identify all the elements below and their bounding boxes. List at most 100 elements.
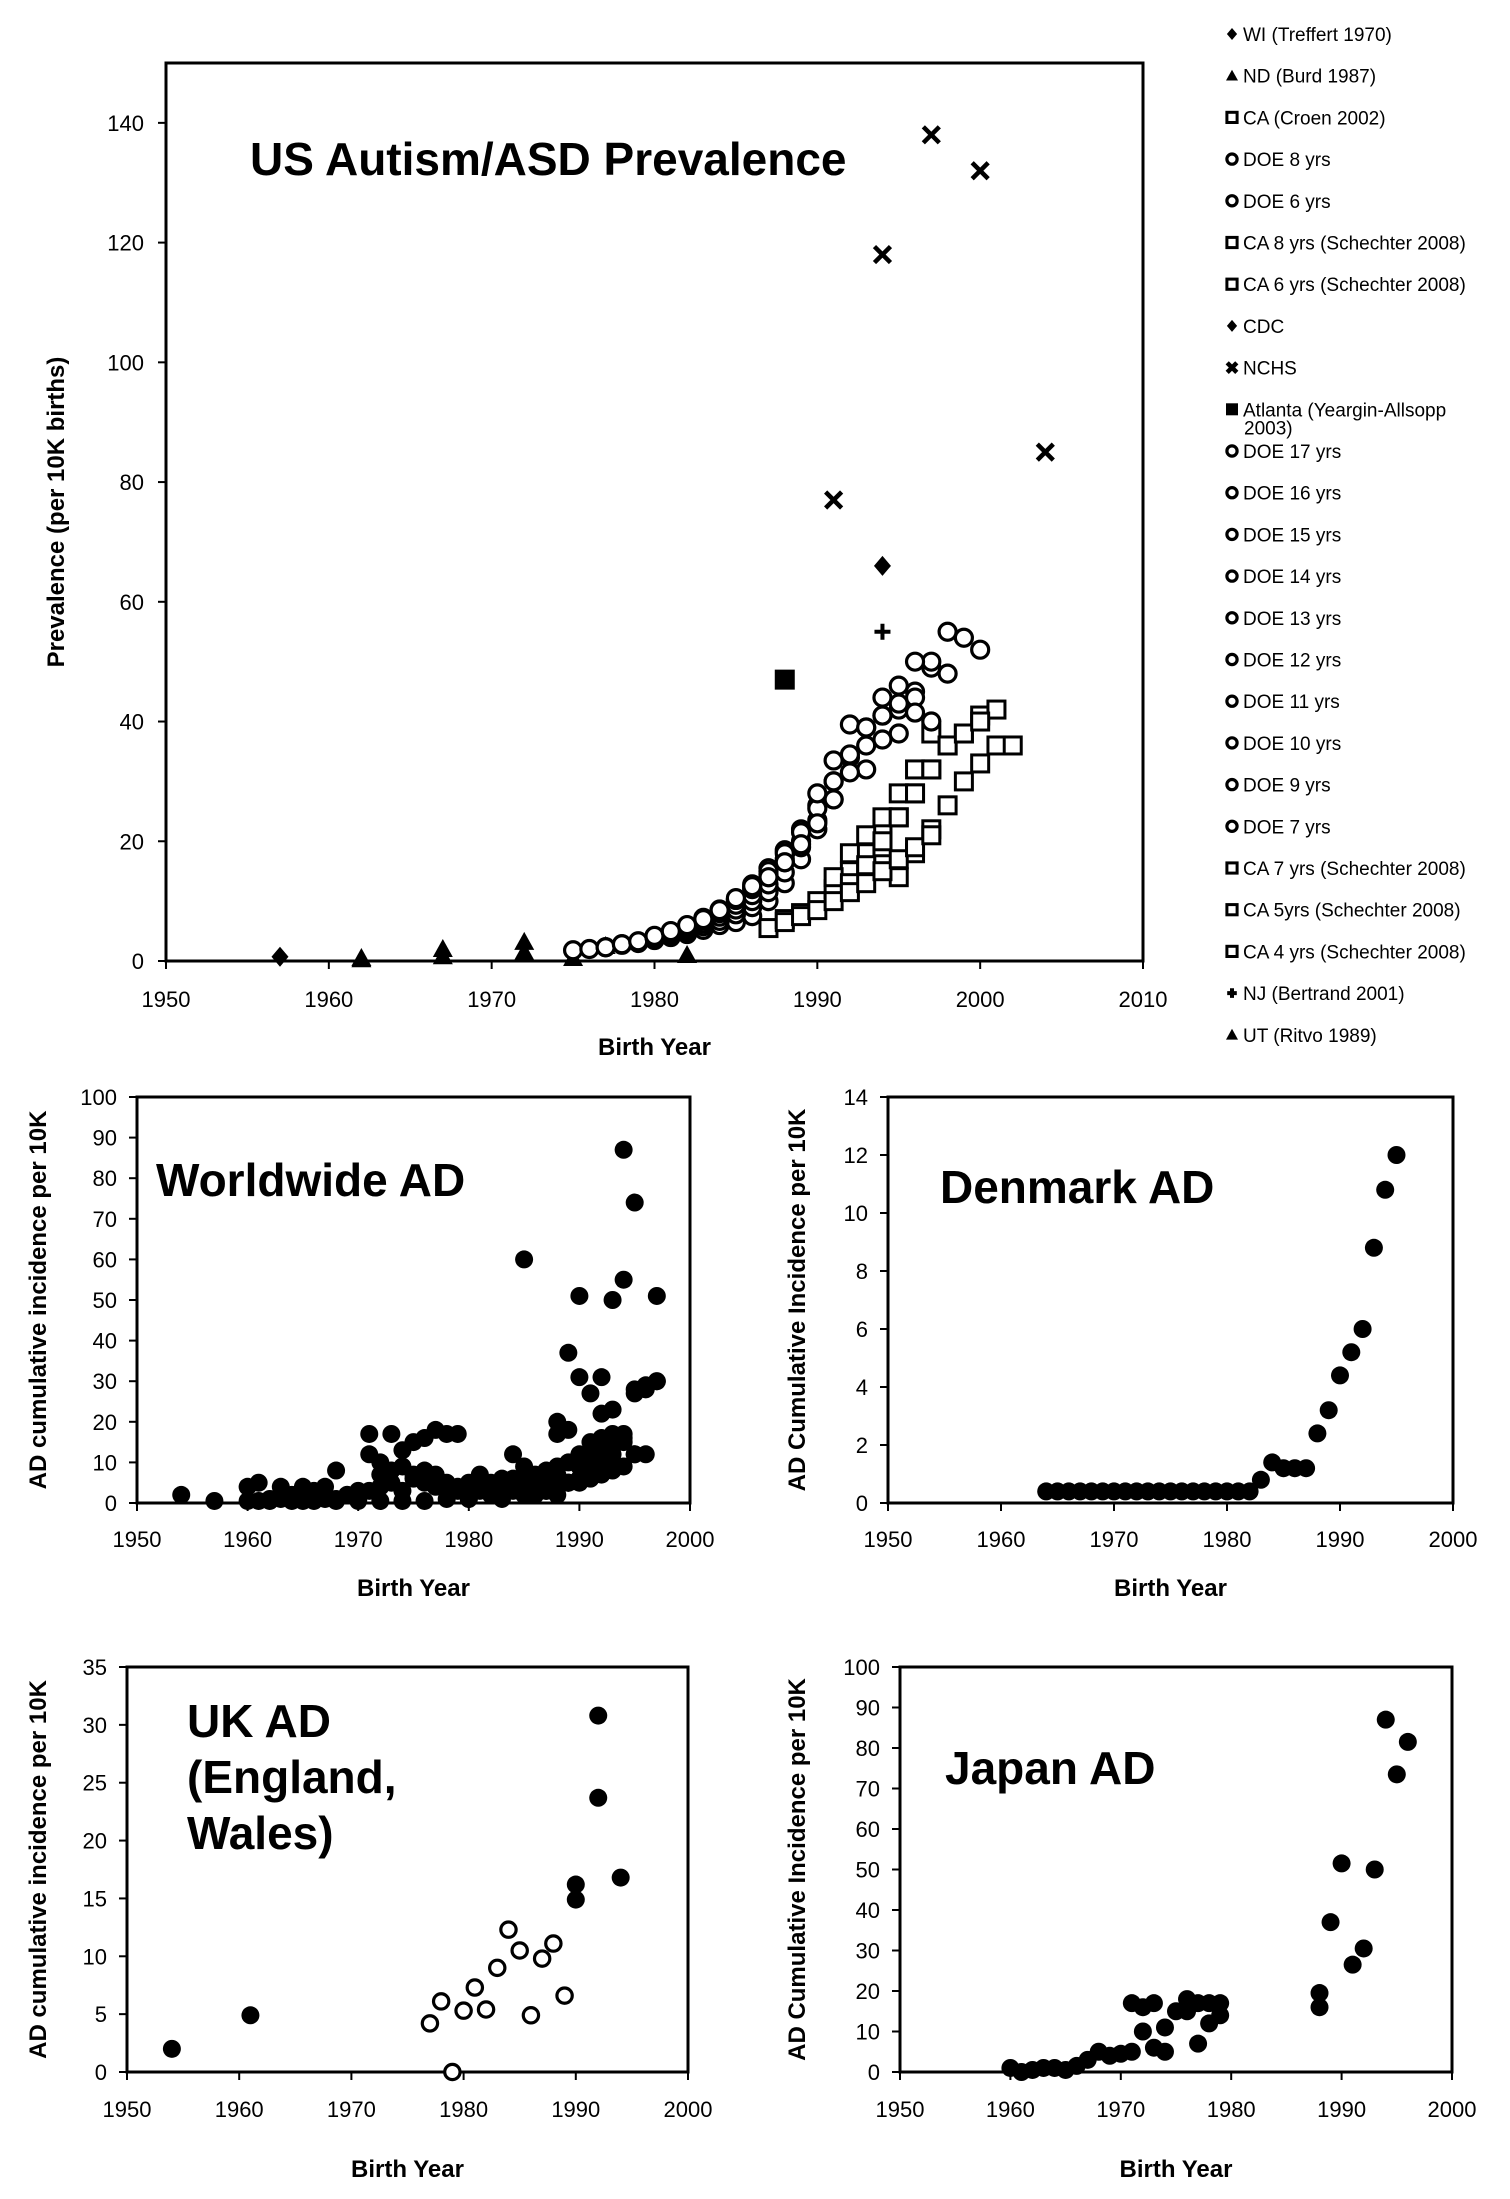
y-tick-label: 100 xyxy=(843,1655,880,1680)
plot-frame xyxy=(125,1665,690,2074)
data-point xyxy=(921,825,942,846)
x-tick-label: 1950 xyxy=(113,1527,162,1552)
data-point xyxy=(1376,1710,1395,1729)
data-point xyxy=(603,1291,622,1309)
data-point xyxy=(562,940,584,961)
legend-label: DOE 8 yrs xyxy=(1243,150,1331,171)
data-point xyxy=(1122,2042,1141,2061)
y-axis-label: Prevalence (per 10K births) xyxy=(43,357,70,668)
data-point xyxy=(1310,1998,1329,2017)
data-point xyxy=(420,2014,440,2033)
data-point xyxy=(823,867,844,888)
legend-label: DOE 10 yrs xyxy=(1243,734,1341,755)
data-point xyxy=(647,1372,666,1391)
data-point xyxy=(614,1140,633,1159)
legend-label: CA 7 yrs (Schechter 2008) xyxy=(1243,859,1466,880)
series-1 xyxy=(420,1920,574,2082)
data-point xyxy=(725,888,747,909)
data-point xyxy=(555,1986,574,2005)
legend: WI (Treffert 1970) ND (Burd 1987) CA (Croe… xyxy=(1225,25,1466,1047)
series-0 xyxy=(172,1140,666,1510)
x-tick-label: 2000 xyxy=(666,1527,715,1552)
data-point xyxy=(888,783,909,804)
y-tick-label: 10 xyxy=(844,1201,868,1226)
data-point xyxy=(823,771,844,792)
data-point xyxy=(360,1445,379,1464)
data-point xyxy=(162,2039,181,2058)
x-tick-label: 1970 xyxy=(334,1527,383,1552)
data-point xyxy=(1189,2034,1208,2053)
data-point xyxy=(970,711,991,732)
y-tick-label: 20 xyxy=(93,1410,117,1435)
legend-marker xyxy=(1225,736,1239,750)
y-tick-label: 14 xyxy=(844,1085,868,1110)
series-0 xyxy=(162,1706,630,2058)
y-tick-label: 0 xyxy=(868,2060,880,2085)
legend-marker xyxy=(1225,861,1239,875)
legend-label: CA 8 yrs (Schechter 2008) xyxy=(1243,234,1466,255)
data-point xyxy=(790,834,812,855)
data-point xyxy=(1002,735,1023,756)
data-point xyxy=(1376,1180,1395,1199)
data-point xyxy=(271,946,289,967)
data-point xyxy=(1398,1732,1417,1751)
chart-title: Denmark AD xyxy=(940,1161,1214,1213)
plot-frame xyxy=(164,61,1145,963)
data-point xyxy=(603,1445,622,1464)
data-point xyxy=(873,555,891,576)
y-tick-label: 40 xyxy=(93,1329,117,1354)
data-point xyxy=(774,669,795,690)
legend-marker xyxy=(1225,361,1239,374)
chart-title-line: UK AD xyxy=(187,1695,331,1747)
data-point xyxy=(986,699,1007,720)
data-point xyxy=(1342,1343,1361,1362)
chart-title: US Autism/ASD Prevalence xyxy=(250,133,847,185)
data-point xyxy=(921,125,941,145)
x-tick-label: 2000 xyxy=(664,2097,713,2122)
y-tick-label: 60 xyxy=(93,1247,117,1272)
data-point xyxy=(351,949,372,968)
data-point xyxy=(953,627,974,648)
data-point xyxy=(937,795,958,816)
y-tick-label: 8 xyxy=(856,1259,868,1284)
series-0 xyxy=(1037,1146,1406,1501)
data-point xyxy=(823,891,844,912)
legend-label: CDC xyxy=(1243,317,1284,338)
data-point xyxy=(1332,1854,1351,1873)
data-point xyxy=(1364,1238,1383,1257)
data-point xyxy=(823,750,844,771)
legend-marker xyxy=(1226,319,1238,332)
legend-marker xyxy=(1225,527,1239,542)
x-tick-label: 1980 xyxy=(630,987,679,1012)
series-4 xyxy=(888,621,991,744)
data-point xyxy=(611,934,633,955)
data-point xyxy=(628,931,649,952)
data-point xyxy=(614,1429,633,1448)
data-point xyxy=(1365,1860,1384,1879)
data-point xyxy=(1353,1320,1372,1338)
data-point xyxy=(515,1250,534,1269)
data-point xyxy=(514,942,535,961)
data-point xyxy=(614,1457,633,1476)
legend-label: 2003) xyxy=(1244,418,1293,439)
data-point xyxy=(824,490,844,510)
data-point xyxy=(614,1270,633,1289)
x-tick-label: 1970 xyxy=(1090,1527,1139,1552)
legend-label: DOE 6 yrs xyxy=(1243,192,1331,213)
data-point xyxy=(823,789,844,810)
x-tick-label: 1980 xyxy=(1207,2097,1256,2122)
data-point xyxy=(443,2062,462,2082)
data-point xyxy=(904,651,926,672)
legend-marker xyxy=(1226,28,1238,40)
data-point xyxy=(888,849,909,870)
y-tick-label: 100 xyxy=(107,350,144,375)
data-point xyxy=(856,855,877,876)
data-point xyxy=(856,735,877,756)
data-point xyxy=(1321,1913,1340,1932)
legend-marker xyxy=(1225,903,1239,917)
data-point xyxy=(872,729,893,750)
data-point xyxy=(872,861,893,882)
data-point xyxy=(382,1424,401,1443)
x-tick-label: 2010 xyxy=(1119,987,1168,1012)
data-point xyxy=(742,876,763,897)
